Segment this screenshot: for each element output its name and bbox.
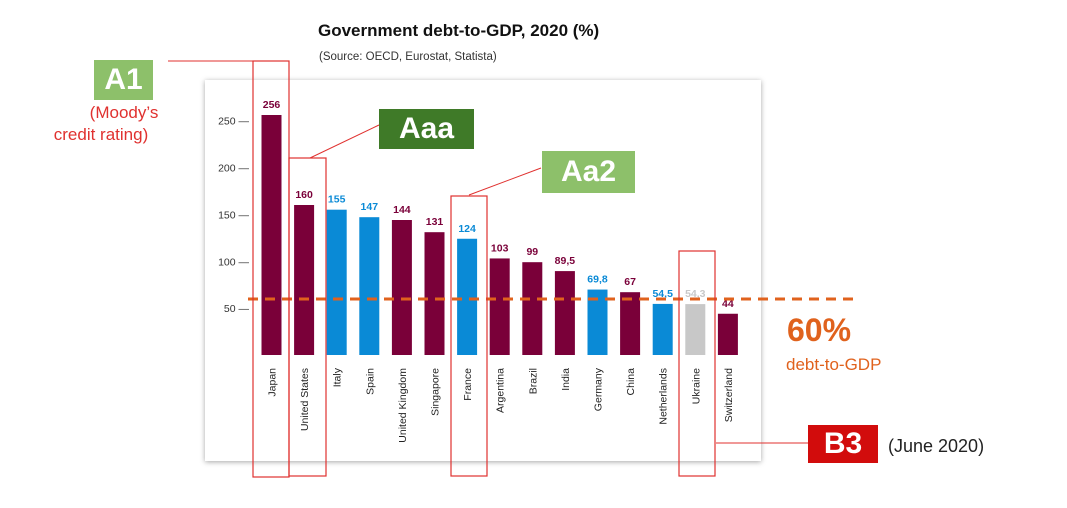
bar xyxy=(391,220,412,355)
bar xyxy=(359,217,380,355)
category-label: Germany xyxy=(593,367,605,411)
bar xyxy=(685,304,706,355)
category-label: United Kingdom xyxy=(397,368,409,443)
value-label: 89,5 xyxy=(555,255,576,267)
category-label: Japan xyxy=(267,368,279,397)
bar xyxy=(489,258,510,355)
category-label: India xyxy=(560,368,572,391)
france-highlight-box xyxy=(450,195,488,477)
value-label: 69,8 xyxy=(587,274,608,286)
value-label: 160 xyxy=(295,189,313,201)
ukraine-highlight-box xyxy=(678,250,716,477)
value-label: 99 xyxy=(526,246,538,258)
category-label: Brazil xyxy=(527,368,539,394)
chart-title: Government debt-to-GDP, 2020 (%) xyxy=(318,21,600,40)
value-label: 44 xyxy=(722,298,734,310)
threshold-value-label: 60% xyxy=(787,312,852,348)
value-label: 103 xyxy=(491,242,509,254)
aa2-rating-badge: Aa2 xyxy=(542,151,635,193)
bar xyxy=(326,209,347,355)
y-tick-label: 250 — xyxy=(218,116,249,128)
bar xyxy=(554,271,575,355)
bar xyxy=(620,292,641,355)
b3-rating-badge: B3 xyxy=(808,425,878,463)
june-2020-note: (June 2020) xyxy=(888,436,985,456)
category-label: Argentina xyxy=(495,368,507,413)
threshold-sub-label: debt-to-GDP xyxy=(786,355,882,374)
a1-rating-badge: A1 xyxy=(94,60,153,100)
y-tick-label: 150 — xyxy=(218,209,249,221)
moodys-note-line1: (Moody’s xyxy=(89,103,159,122)
bar xyxy=(457,238,478,355)
category-label: Ukraine xyxy=(690,368,702,404)
bar xyxy=(261,115,282,355)
category-label: China xyxy=(625,368,637,396)
category-label: Netherlands xyxy=(658,368,670,425)
aa2-connector xyxy=(468,167,542,196)
category-label: Switzerland xyxy=(723,368,735,422)
bar xyxy=(587,289,608,355)
united-states-highlight-box xyxy=(288,157,327,477)
value-label: 54,5 xyxy=(652,288,673,300)
category-label: France xyxy=(462,368,474,401)
y-tick-label: 200 — xyxy=(218,163,249,175)
aaa-rating-badge: Aaa xyxy=(379,109,474,149)
value-label: 124 xyxy=(458,223,476,235)
category-label: United States xyxy=(299,368,311,431)
value-label: 144 xyxy=(393,204,411,216)
value-label: 67 xyxy=(624,276,636,288)
category-label: Singapore xyxy=(430,368,442,416)
moodys-note-line2: credit rating) xyxy=(53,125,149,144)
aaa-connector xyxy=(309,124,380,159)
y-tick-label: 50 — xyxy=(224,303,250,315)
value-label: 131 xyxy=(426,216,444,228)
bar xyxy=(424,232,445,355)
category-label: Spain xyxy=(364,368,376,395)
value-label: 147 xyxy=(361,201,379,213)
category-label: Italy xyxy=(332,367,344,387)
y-tick-label: 100 — xyxy=(218,256,249,268)
bar xyxy=(652,303,673,355)
chart-subtitle: (Source: OECD, Eurostat, Statista) xyxy=(319,51,497,63)
value-label: 256 xyxy=(263,99,281,111)
bar xyxy=(294,205,315,355)
bar xyxy=(717,313,738,355)
bar xyxy=(522,262,543,355)
value-label: 54,3 xyxy=(685,288,706,300)
value-label: 155 xyxy=(328,194,346,206)
